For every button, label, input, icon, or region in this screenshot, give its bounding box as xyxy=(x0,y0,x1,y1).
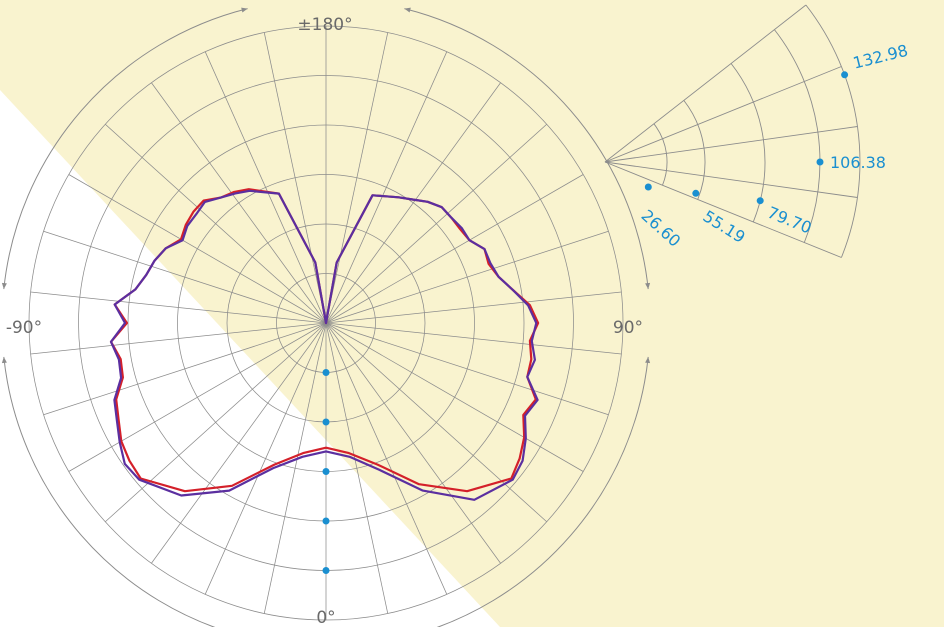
arc-arrowhead xyxy=(241,7,248,13)
grid-spoke xyxy=(30,291,327,324)
radial-dot xyxy=(322,369,330,376)
grid-spoke xyxy=(105,322,327,523)
key-dot xyxy=(841,71,849,79)
outer-arc xyxy=(436,356,649,627)
key-dot xyxy=(816,158,824,166)
angle-labels: ±180° 90° 0° -90° xyxy=(6,15,643,627)
key-spoke xyxy=(604,126,858,163)
grid-spoke xyxy=(105,123,327,324)
grid-spoke xyxy=(151,82,327,324)
outer-arc xyxy=(3,356,216,627)
angle-label: 0° xyxy=(316,608,335,627)
arc-arrowhead xyxy=(645,356,651,364)
grid-spoke xyxy=(68,174,327,324)
grid-spoke xyxy=(325,322,501,564)
grid-spoke xyxy=(325,322,448,595)
radial-dot xyxy=(322,418,330,426)
grid-spoke xyxy=(263,32,327,324)
grid-spoke xyxy=(263,322,327,614)
grid-spoke xyxy=(325,123,547,324)
grid-spoke xyxy=(325,32,389,324)
angle-label: -90° xyxy=(6,318,42,338)
key-spoke xyxy=(604,161,858,198)
grid-spoke xyxy=(204,322,327,595)
scale-label: 106.38 xyxy=(830,153,886,172)
series-curves xyxy=(109,188,540,501)
key-dot xyxy=(692,189,700,197)
key-ring xyxy=(774,29,821,243)
angle-label: 90° xyxy=(613,318,643,338)
outer-arc xyxy=(404,8,649,290)
grid-spoke xyxy=(325,51,448,324)
grid-spoke xyxy=(325,322,547,523)
key-spoke xyxy=(604,161,842,258)
key-ring xyxy=(805,4,861,258)
grid-spoke xyxy=(30,322,327,355)
arc-arrowhead xyxy=(1,356,7,364)
key-ring xyxy=(653,123,668,186)
grid-spoke xyxy=(325,230,609,324)
radial-dot xyxy=(322,517,330,525)
grid-spoke xyxy=(43,230,327,324)
grid-spoke xyxy=(68,322,327,472)
grid-spoke xyxy=(325,174,584,324)
grid-spoke xyxy=(325,322,622,355)
arc-arrowhead xyxy=(1,282,7,290)
grid-spoke xyxy=(325,291,622,324)
series-curve-2 xyxy=(109,189,539,501)
grid-spoke xyxy=(325,322,389,614)
key-spoke xyxy=(604,66,842,163)
outer-arc xyxy=(3,8,248,290)
grid-spoke xyxy=(204,51,327,324)
key-ring xyxy=(683,100,706,200)
arc-arrowhead xyxy=(645,282,651,290)
arc-arrowhead xyxy=(404,7,411,13)
grid-spoke xyxy=(151,322,327,564)
grid-spoke xyxy=(325,322,584,472)
radial-dot xyxy=(322,567,330,574)
key-dot xyxy=(644,183,652,191)
angle-label: ±180° xyxy=(297,15,352,35)
grid-spoke xyxy=(43,322,327,416)
key-spoke xyxy=(604,4,807,163)
key-dot xyxy=(756,197,764,205)
radial-dot xyxy=(322,468,330,475)
grid-spoke xyxy=(325,322,609,416)
grid-spoke xyxy=(325,82,501,324)
